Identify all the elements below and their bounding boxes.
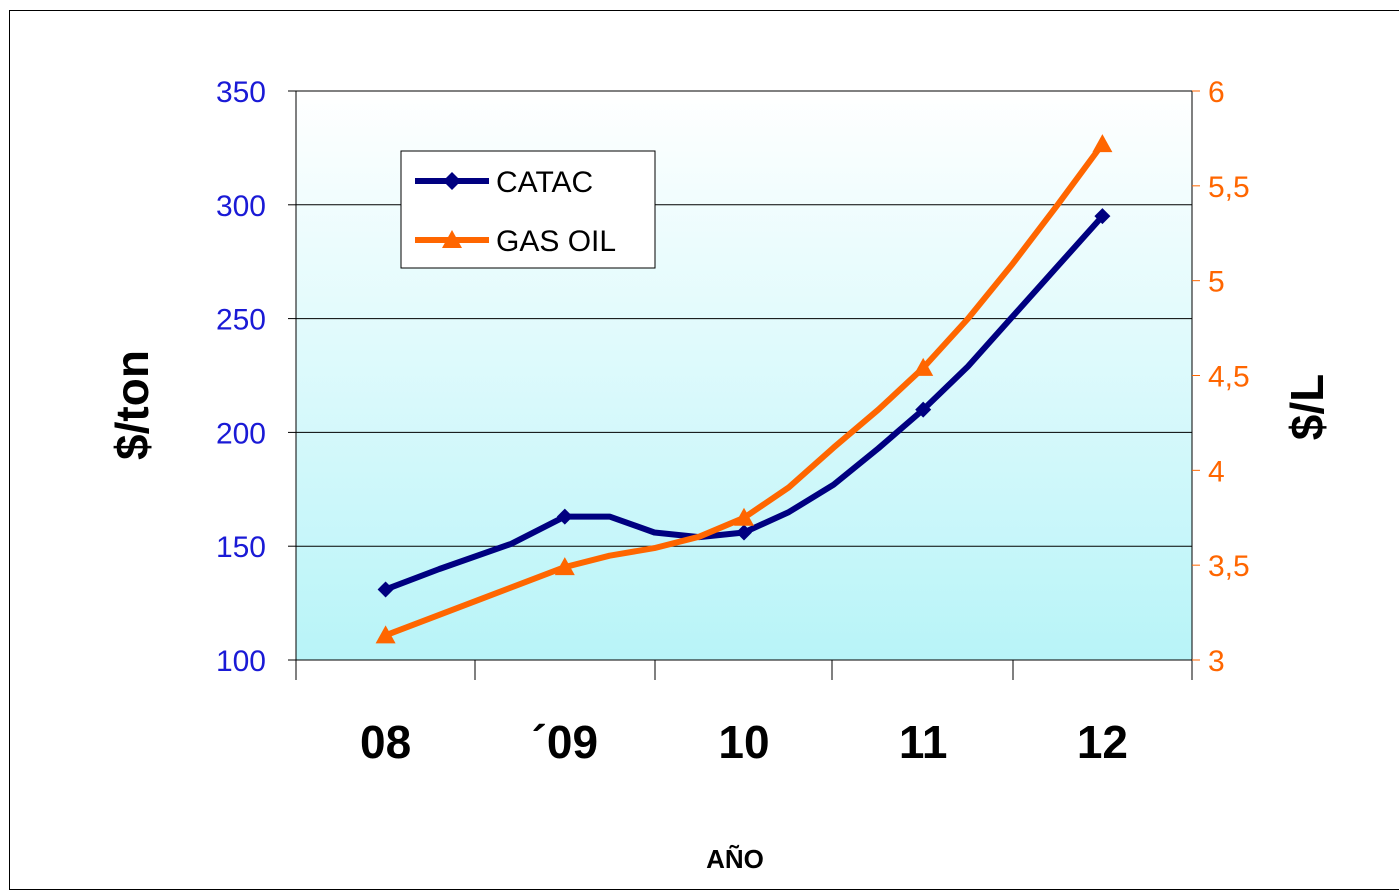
series-line-gas-oil	[382, 141, 1106, 639]
left-axis-title: $/ton	[106, 350, 158, 460]
left-axis-ticks: 100 150 200 250 300 350	[216, 76, 296, 678]
data-point	[556, 508, 573, 525]
x-tick-label: 10	[718, 716, 769, 768]
right-axis-title: $/L	[1281, 374, 1333, 440]
right-tick-label: 3	[1208, 645, 1225, 678]
left-tick-label: 200	[216, 417, 266, 450]
left-tick-label: 350	[216, 76, 266, 109]
right-tick-label: 4,5	[1208, 361, 1250, 394]
data-point	[734, 507, 754, 526]
legend-box	[400, 150, 656, 269]
x-tick-label: 08	[360, 716, 411, 768]
grid-lines	[296, 90, 1192, 547]
data-point	[915, 401, 932, 418]
right-tick-label: 3,5	[1208, 550, 1250, 583]
right-tick-label: 5	[1208, 266, 1225, 299]
legend-gasoil-marker	[442, 230, 462, 248]
data-point	[377, 581, 394, 598]
left-tick-label: 300	[216, 190, 266, 223]
left-tick-label: 150	[216, 531, 266, 564]
x-axis-ticks: 08 ´09 10 11 12	[360, 660, 1128, 768]
legend: CATAC GAS OIL	[400, 150, 656, 269]
legend-gasoil-label: GAS OIL	[496, 225, 616, 258]
data-point	[375, 625, 396, 644]
left-tick-label: 250	[216, 304, 266, 337]
data-point	[1092, 134, 1113, 153]
left-tick-label: 100	[216, 645, 266, 678]
series-layer	[375, 134, 1113, 644]
x-tick-label: 12	[1077, 716, 1128, 768]
legend-catac-label: CATAC	[496, 166, 593, 199]
data-point	[1094, 208, 1111, 225]
legend-catac-marker	[443, 172, 461, 190]
series-line-catac	[382, 213, 1106, 593]
right-tick-label: 5,5	[1208, 171, 1250, 204]
data-point	[736, 524, 752, 541]
data-point	[913, 357, 934, 376]
right-tick-label: 6	[1208, 76, 1225, 109]
right-axis-ticks: 3 3,5 4 4,5 5 5,5 6	[1192, 76, 1250, 678]
x-axis-title: AÑO	[706, 844, 764, 874]
axes	[295, 91, 1193, 680]
x-tick-label: ´09	[532, 716, 598, 768]
data-point	[554, 557, 575, 576]
right-tick-label: 4	[1208, 455, 1225, 488]
x-tick-label: 11	[899, 716, 948, 768]
